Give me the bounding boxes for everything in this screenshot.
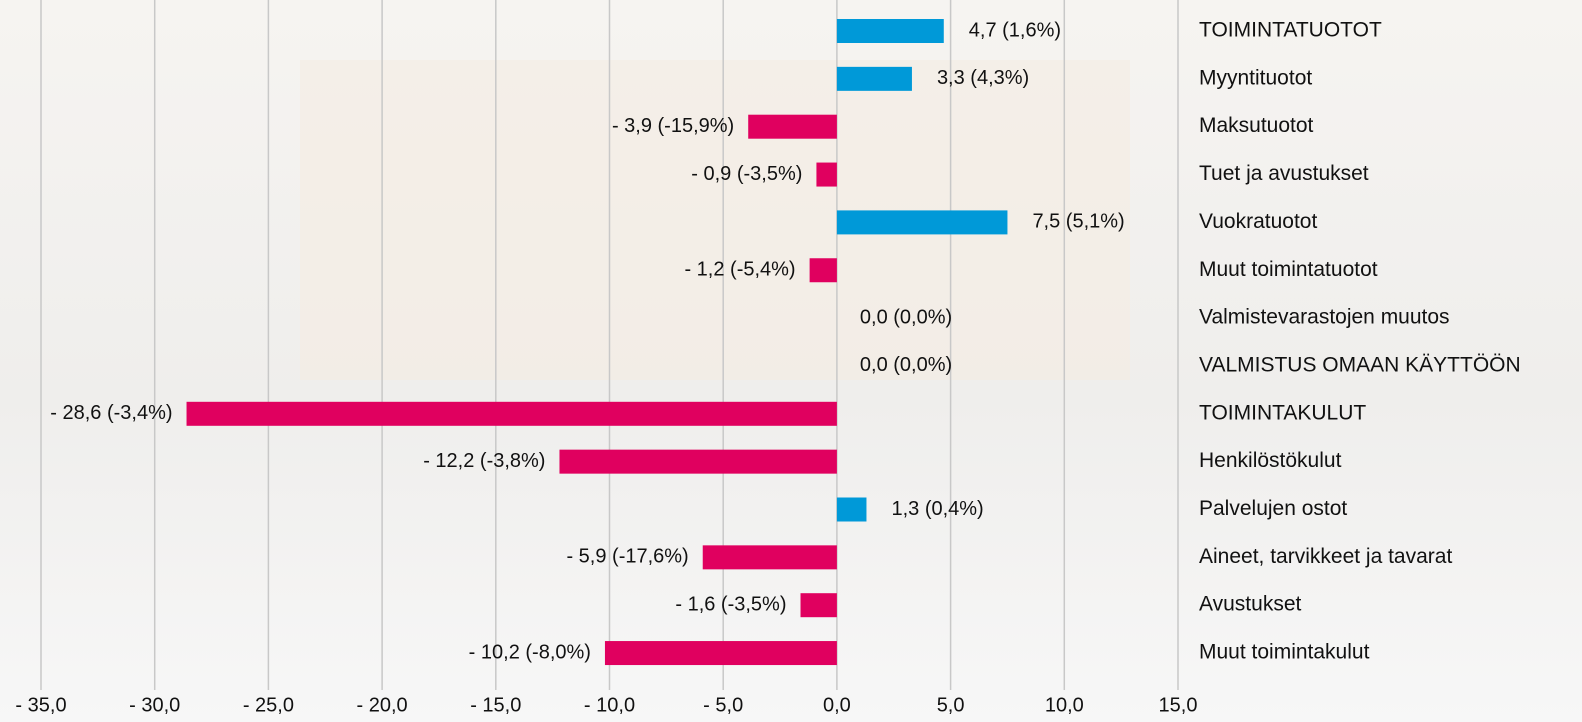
value-label: - 28,6 (-3,4%) [50, 402, 172, 424]
bar [836, 210, 1008, 235]
bar [809, 258, 837, 283]
category-label: Vuokratuotot [1199, 210, 1317, 233]
bar [748, 114, 837, 139]
bar [836, 497, 867, 522]
value-label: 0,0 (0,0%) [860, 354, 952, 376]
category-label: Muut toimintakulut [1199, 641, 1370, 664]
x-tick-label: - 5,0 [703, 694, 743, 716]
value-label: 1,3 (0,4%) [891, 498, 983, 520]
bar [604, 641, 837, 666]
category-label: Palvelujen ostot [1199, 497, 1347, 520]
value-label: 0,0 (0,0%) [860, 306, 952, 328]
x-tick-label: 0,0 [823, 694, 851, 716]
value-label: - 10,2 (-8,0%) [469, 641, 591, 663]
bar [800, 593, 837, 618]
x-tick-label: - 35,0 [15, 694, 66, 716]
value-label: 4,7 (1,6%) [969, 19, 1061, 41]
value-label: - 5,9 (-17,6%) [566, 546, 688, 568]
x-tick-label: - 10,0 [584, 694, 635, 716]
value-label: - 12,2 (-3,8%) [423, 450, 545, 472]
bar [702, 545, 837, 570]
category-label: Maksutuotot [1199, 114, 1314, 137]
category-label: Aineet, tarvikkeet ja tavarat [1199, 545, 1452, 568]
x-tick-label: 15,0 [1159, 694, 1198, 716]
bar [559, 449, 837, 474]
value-label: - 1,6 (-3,5%) [675, 593, 786, 615]
value-label: - 3,9 (-15,9%) [612, 115, 734, 137]
value-label: - 0,9 (-3,5%) [691, 163, 802, 185]
x-tick-label: - 30,0 [129, 694, 180, 716]
bar [836, 66, 912, 91]
category-label: Muut toimintatuotot [1199, 258, 1378, 281]
category-label: Avustukset [1199, 593, 1301, 616]
bar [836, 19, 944, 43]
value-label: 7,5 (5,1%) [1032, 211, 1124, 233]
bar [186, 401, 837, 426]
category-label: Myyntituotot [1199, 66, 1312, 89]
category-label: Tuet ja avustukset [1199, 162, 1369, 185]
category-label: TOIMINTAKULUT [1199, 401, 1366, 424]
value-label: 3,3 (4,3%) [937, 67, 1029, 89]
category-label: VALMISTUS OMAAN KÄYTTÖÖN [1199, 353, 1521, 376]
category-label: TOIMINTATUOTOT [1199, 19, 1382, 42]
x-tick-label: - 15,0 [470, 694, 521, 716]
value-label: - 1,2 (-5,4%) [684, 259, 795, 281]
x-tick-label: - 20,0 [357, 694, 408, 716]
category-label: Valmistevarastojen muutos [1199, 306, 1450, 329]
x-tick-label: - 25,0 [243, 694, 294, 716]
bar [816, 162, 837, 187]
x-tick-label: 5,0 [937, 694, 965, 716]
category-label: Henkilöstökulut [1199, 449, 1342, 472]
x-tick-label: 10,0 [1045, 694, 1084, 716]
